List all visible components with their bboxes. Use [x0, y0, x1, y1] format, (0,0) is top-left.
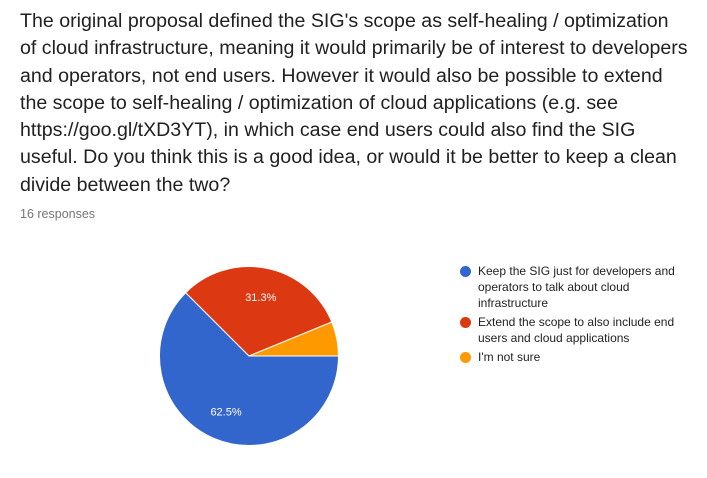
pie-slices [159, 266, 340, 446]
legend-item-label: Extend the scope to also include end use… [478, 315, 675, 345]
legend-swatch-icon [460, 317, 471, 328]
pie-slice-2-label: 31.3% [245, 292, 276, 304]
pie-slice-3[interactable] [248, 321, 340, 357]
chart-legend: Keep the SIG just for developers and ope… [460, 263, 690, 368]
legend-item-label: Keep the SIG just for developers and ope… [478, 264, 675, 310]
pie-slice-1-label: 62.5% [210, 406, 241, 418]
legend-swatch-icon [460, 266, 471, 277]
pie-labels: 62.5% 31.3% [210, 292, 276, 418]
legend-item-3[interactable]: I'm not sure [460, 349, 690, 365]
legend-item-1[interactable]: Keep the SIG just for developers and ope… [460, 263, 690, 311]
legend-item-2[interactable]: Extend the scope to also include end use… [460, 314, 690, 346]
pie-slice-2[interactable] [185, 266, 333, 357]
legend-item-label: I'm not sure [478, 350, 541, 364]
response-count: 16 responses [20, 207, 96, 221]
question-text: The original proposal defined the SIG's … [20, 10, 688, 196]
legend-swatch-icon [460, 352, 471, 363]
pie-slice-1[interactable] [159, 292, 340, 446]
